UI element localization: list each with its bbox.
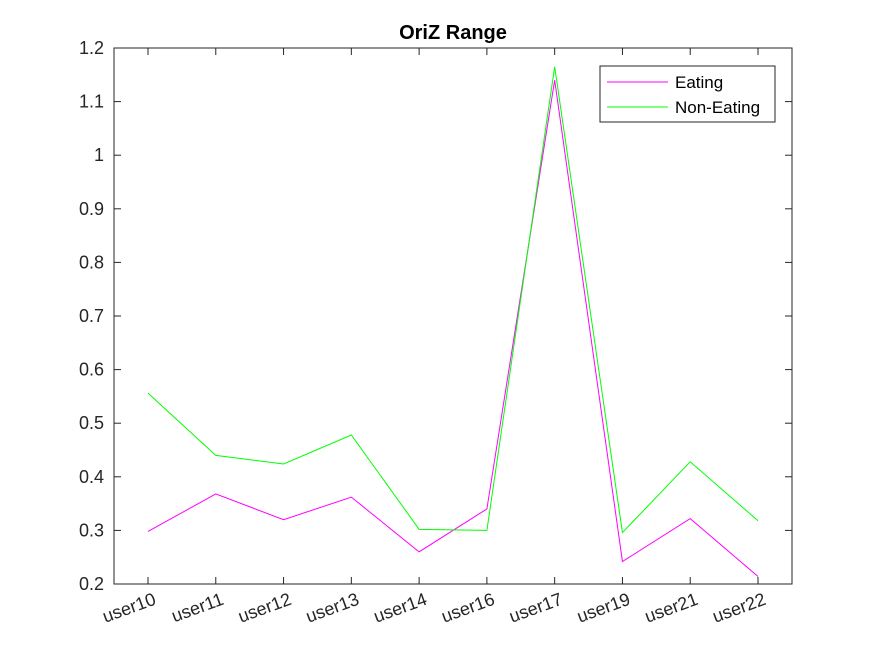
y-tick-label: 0.2 <box>79 574 104 594</box>
series-group <box>147 66 759 577</box>
y-tick-label: 0.3 <box>79 520 104 540</box>
y-tick-label: 1 <box>94 145 104 165</box>
y-axis: 0.2 0.3 0.4 0.5 0.6 0.7 0.8 0.9 1 1.1 1.2 <box>79 38 792 594</box>
series-line-eating <box>147 80 759 577</box>
y-tick-label: 0.4 <box>79 467 104 487</box>
y-tick-label: 0.8 <box>79 252 104 272</box>
series-line-non-eating <box>147 66 759 534</box>
legend: Eating Non-Eating <box>599 65 776 123</box>
chart-title: OriZ Range <box>399 22 507 44</box>
y-tick-label: 1.2 <box>79 38 104 58</box>
legend-box <box>599 65 776 123</box>
y-tick-label: 0.9 <box>79 199 104 219</box>
legend-label: Non-Eating <box>675 98 760 117</box>
y-tick-label: 0.5 <box>79 413 104 433</box>
y-tick-label: 0.7 <box>79 306 104 326</box>
y-tick-label: 1.1 <box>79 92 104 112</box>
y-tick-label: 0.6 <box>79 360 104 380</box>
legend-label: Eating <box>675 73 723 92</box>
